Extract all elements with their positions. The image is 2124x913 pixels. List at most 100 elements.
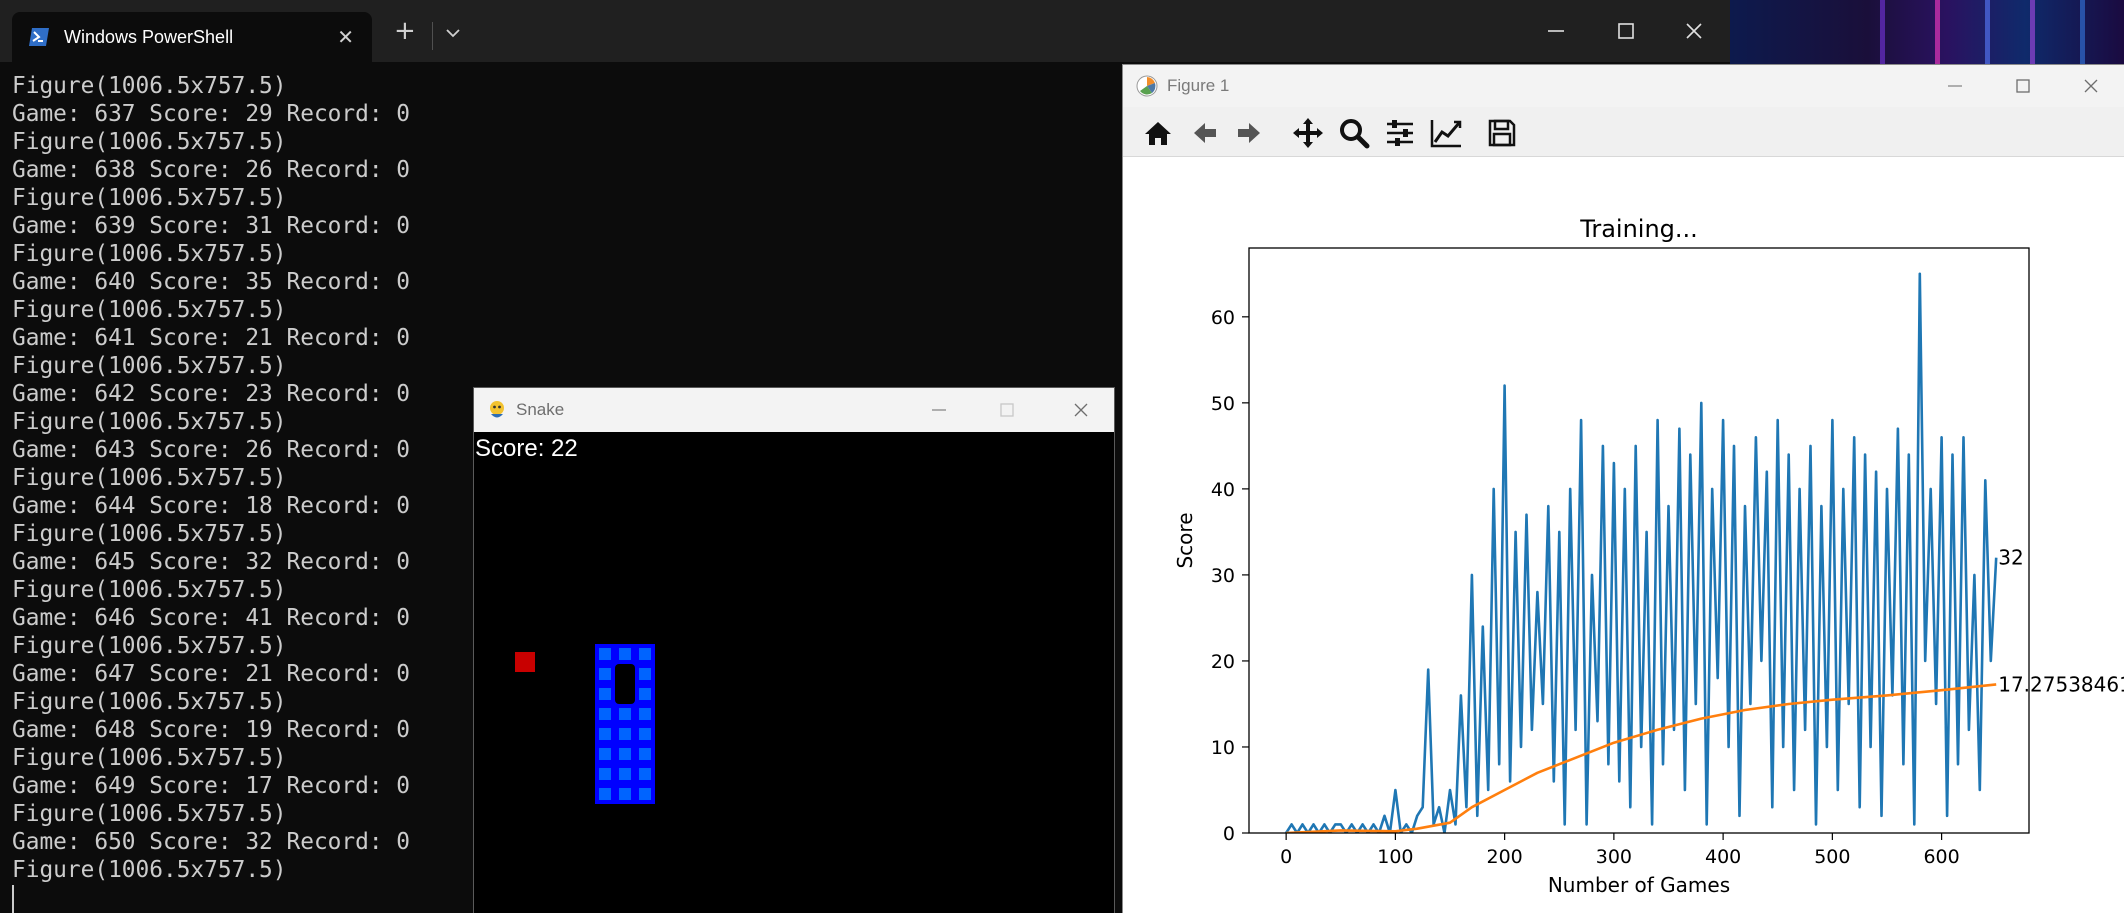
close-icon[interactable] — [2077, 73, 2105, 99]
snake-segment — [595, 724, 615, 744]
terminal-line: Figure(1006.5x757.5) — [12, 801, 287, 827]
terminal-line: Figure(1006.5x757.5) — [12, 353, 287, 379]
figure-window-title: Figure 1 — [1167, 76, 1230, 95]
snake-segment — [595, 664, 615, 684]
axes-frame — [1248, 247, 2030, 834]
terminal-line: Figure(1006.5x757.5) — [12, 857, 287, 883]
tab-title: Windows PowerShell — [64, 26, 234, 47]
powershell-icon — [28, 26, 50, 48]
terminal-line: Game: 640 Score: 35 Record: 0 — [12, 269, 411, 295]
snake-segment — [595, 744, 615, 764]
y-tick-label: 30 — [1211, 565, 1235, 587]
value-annotation: 17.27538461 — [1998, 672, 2124, 696]
terminal-line: Game: 649 Score: 17 Record: 0 — [12, 773, 411, 799]
pygame-snake-icon — [486, 399, 508, 421]
x-tick-label: 500 — [1814, 846, 1850, 868]
terminal-line: Game: 644 Score: 18 Record: 0 — [12, 493, 411, 519]
y-tick-label: 40 — [1211, 479, 1235, 501]
minimize-icon[interactable] — [1941, 73, 1969, 99]
snake-segment — [595, 764, 615, 784]
terminal-line: Figure(1006.5x757.5) — [12, 577, 287, 603]
terminal-line: Figure(1006.5x757.5) — [12, 73, 287, 99]
edit-axis-icon[interactable] — [1429, 116, 1463, 150]
score-series-line — [1285, 272, 1998, 833]
terminal-line: Figure(1006.5x757.5) — [12, 633, 287, 659]
terminal-line: Figure(1006.5x757.5) — [12, 185, 287, 211]
zoom-icon[interactable] — [1337, 116, 1371, 150]
terminal-cursor — [12, 885, 14, 913]
snake-segment — [615, 764, 635, 784]
snake-segment — [615, 724, 635, 744]
terminal-line: Game: 650 Score: 32 Record: 0 — [12, 829, 411, 855]
tab-windows-powershell[interactable]: Windows PowerShell ✕ — [12, 12, 372, 62]
snake-segment — [615, 644, 635, 664]
terminal-line: Game: 638 Score: 26 Record: 0 — [12, 157, 411, 183]
close-icon[interactable] — [1680, 17, 1708, 45]
chart-title: Training... — [1579, 215, 1698, 243]
tab-divider — [432, 22, 433, 50]
snake-segment — [635, 664, 655, 684]
forward-icon[interactable] — [1233, 116, 1267, 150]
mean-score-series-line — [1286, 683, 1997, 833]
desktop-wallpaper — [1730, 0, 2124, 64]
chevron-down-icon[interactable] — [444, 22, 462, 44]
tab-close-icon[interactable]: ✕ — [337, 25, 354, 49]
terminal-line: Game: 645 Score: 32 Record: 0 — [12, 549, 411, 575]
snake-segment — [615, 704, 635, 724]
configure-subplots-icon[interactable] — [1383, 116, 1417, 150]
x-tick-label: 200 — [1486, 846, 1522, 868]
close-icon[interactable] — [1068, 398, 1094, 422]
terminal-line: Figure(1006.5x757.5) — [12, 409, 287, 435]
maximize-icon[interactable] — [2009, 73, 2037, 99]
snake-food — [515, 652, 535, 672]
snake-window-title: Snake — [516, 400, 565, 419]
save-icon[interactable] — [1485, 116, 1519, 150]
terminal-line: Game: 648 Score: 19 Record: 0 — [12, 717, 411, 743]
new-tab-button[interactable]: + — [394, 16, 416, 46]
x-tick-label: 300 — [1596, 846, 1632, 868]
y-tick-label: 20 — [1211, 651, 1235, 673]
snake-segment — [595, 784, 615, 804]
terminal-line: Game: 637 Score: 29 Record: 0 — [12, 101, 411, 127]
snake-score: Score: 22 — [475, 435, 578, 462]
terminal-line: Figure(1006.5x757.5) — [12, 521, 287, 547]
terminal-line: Figure(1006.5x757.5) — [12, 129, 287, 155]
x-axis-label: Number of Games — [1548, 873, 1730, 897]
snake-segment — [615, 744, 635, 764]
snake-segment — [595, 684, 615, 704]
maximize-icon[interactable] — [994, 398, 1020, 422]
home-icon[interactable] — [1141, 116, 1175, 150]
minimize-icon[interactable] — [926, 398, 952, 422]
matplotlib-icon — [1135, 74, 1159, 98]
snake-segment — [635, 704, 655, 724]
snake-segment — [635, 764, 655, 784]
maximize-icon[interactable] — [1612, 17, 1640, 45]
terminal-line: Figure(1006.5x757.5) — [12, 465, 287, 491]
terminal-line: Game: 647 Score: 21 Record: 0 — [12, 661, 411, 687]
figure-canvas[interactable]: 0 100 200 300 400 500 600 0 10 20 30 40 50 60 Training… — [1123, 158, 2124, 913]
y-tick-label: 0 — [1223, 823, 1235, 845]
training-chart: 0 100 200 300 400 500 600 0 10 20 30 40 50 60 Training… — [1173, 215, 2124, 897]
figure-toolbar — [1123, 107, 2124, 157]
snake-segment — [635, 684, 655, 704]
back-icon[interactable] — [1187, 116, 1221, 150]
x-tick-label: 0 — [1280, 846, 1292, 868]
snake-game-board[interactable]: Score: 22 — [474, 432, 1114, 913]
terminal-line: Game: 639 Score: 31 Record: 0 — [12, 213, 411, 239]
snake-segment — [595, 704, 615, 724]
terminal-line: Figure(1006.5x757.5) — [12, 241, 287, 267]
snake-window: Snake Score: 22 — [473, 387, 1115, 913]
pan-icon[interactable] — [1291, 116, 1325, 150]
minimize-icon[interactable] — [1542, 17, 1570, 45]
y-tick-label: 60 — [1211, 307, 1235, 329]
figure-titlebar: Figure 1 — [1123, 65, 2124, 107]
terminal-line: Figure(1006.5x757.5) — [12, 689, 287, 715]
figure-window: Figure 1 — [1122, 64, 2124, 913]
value-annotation: 32 — [1998, 546, 2023, 570]
terminal-output[interactable]: Figure(1006.5x757.5) Game: 637 Score: 29 … — [12, 72, 472, 884]
x-tick-label: 100 — [1377, 846, 1413, 868]
snake-titlebar: Snake — [474, 388, 1114, 432]
snake-segment — [635, 744, 655, 764]
terminal-line: Game: 646 Score: 41 Record: 0 — [12, 605, 411, 631]
snake-segment — [635, 724, 655, 744]
